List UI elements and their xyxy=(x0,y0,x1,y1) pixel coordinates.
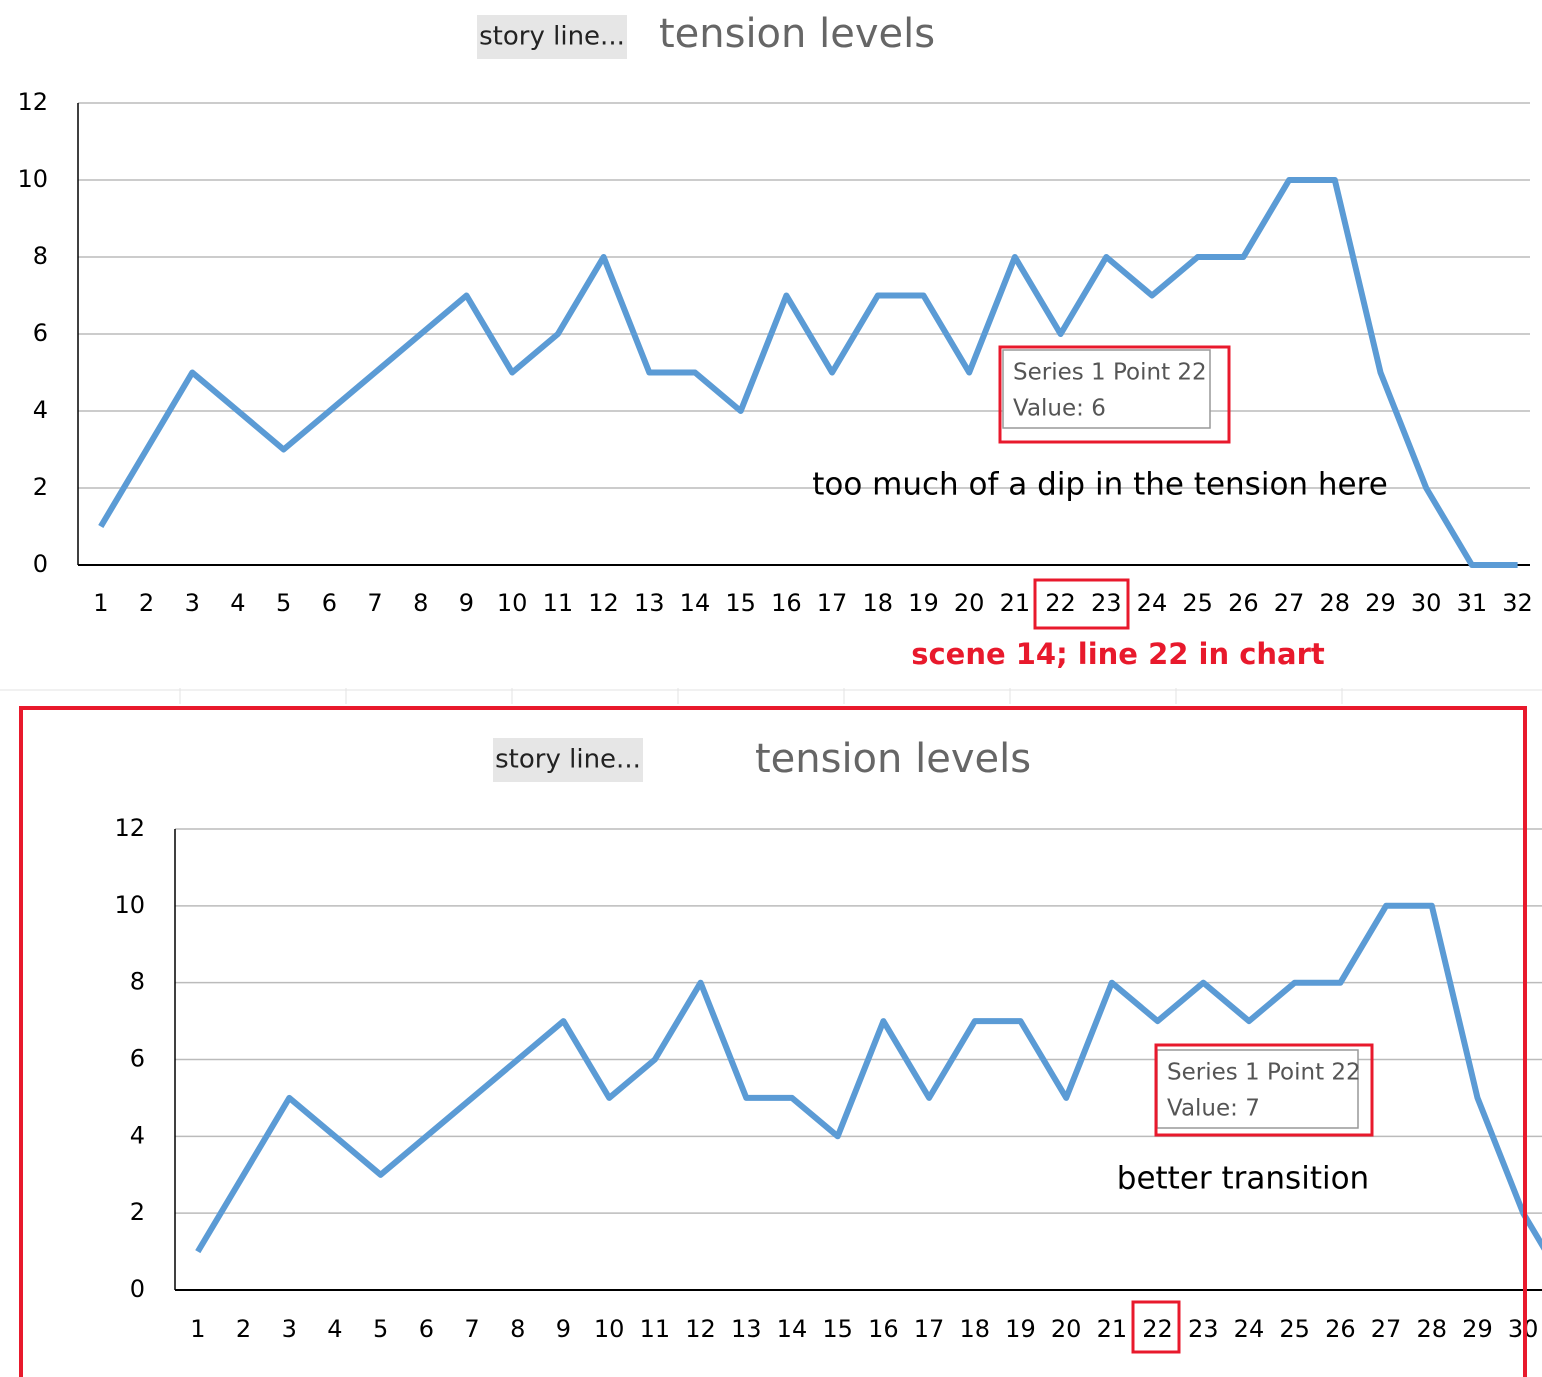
y-tick-label: 0 xyxy=(130,1275,145,1303)
y-tick-label: 10 xyxy=(114,891,145,919)
x-tick-label: 3 xyxy=(185,589,200,617)
x-tick-label: 31 xyxy=(1457,589,1488,617)
button-label: story line... xyxy=(479,22,625,52)
x-tick-label: 25 xyxy=(1279,1315,1310,1343)
x-tick-label: 8 xyxy=(413,589,428,617)
x-tick-label: 21 xyxy=(1097,1315,1128,1343)
y-tick-label: 2 xyxy=(130,1198,145,1226)
x-tick-label: 20 xyxy=(1051,1315,1082,1343)
button xyxy=(477,15,627,59)
x-tick-label: 32 xyxy=(1502,589,1533,617)
x-tick-label: 4 xyxy=(327,1315,342,1343)
x-tick-label: 30 xyxy=(1411,589,1442,617)
x-tick-label: 23 xyxy=(1091,589,1122,617)
x-tick-label: 17 xyxy=(817,589,848,617)
x-tick-label: 4 xyxy=(230,589,245,617)
x-tick-label: 22 xyxy=(1045,589,1076,617)
tooltip-title: Series 1 Point 22 xyxy=(1013,360,1207,386)
series-line xyxy=(98,177,1518,568)
x-tick-label: 15 xyxy=(725,589,756,617)
y-tick-label: 10 xyxy=(17,165,48,193)
x-tick-label: 26 xyxy=(1325,1315,1356,1343)
x-tick-label: 3 xyxy=(282,1315,297,1343)
x-tick-label: 10 xyxy=(594,1315,625,1343)
x-tick-label: 26 xyxy=(1228,589,1259,617)
x-tick-label: 24 xyxy=(1137,589,1168,617)
x-tick-label: 8 xyxy=(510,1315,525,1343)
x-tick-label: 6 xyxy=(419,1315,434,1343)
y-tick-label: 6 xyxy=(33,319,48,347)
chart-title: tension levels xyxy=(659,11,935,57)
frame xyxy=(19,706,1527,1377)
x-tick-label: 7 xyxy=(464,1315,479,1343)
x-tick-label: 27 xyxy=(1371,1315,1402,1343)
tooltip-text: Value: 6 xyxy=(1013,396,1106,422)
y-tick-label: 4 xyxy=(130,1121,145,1149)
y-tick-label: 0 xyxy=(33,550,48,578)
highlight-box xyxy=(1033,578,1130,630)
x-tick-label: 5 xyxy=(276,589,291,617)
x-tick-label: 7 xyxy=(367,589,382,617)
button-label: story line... xyxy=(495,745,641,775)
x-tick-label: 25 xyxy=(1182,589,1213,617)
x-tick-label: 10 xyxy=(497,589,528,617)
highlight-box xyxy=(998,345,1231,444)
x-tick-label: 29 xyxy=(1365,589,1396,617)
tooltip-title: Series 1 Point 22 xyxy=(1167,1060,1361,1086)
x-tick-label: 2 xyxy=(139,589,154,617)
x-tick-label: 9 xyxy=(556,1315,571,1343)
x-tick-label: 20 xyxy=(954,589,985,617)
y-tick-label: 8 xyxy=(130,968,145,996)
x-tick-label: 1 xyxy=(93,589,108,617)
y-tick-label: 4 xyxy=(33,396,48,424)
x-tick-label: 17 xyxy=(914,1315,945,1343)
x-tick-label: 19 xyxy=(1005,1315,1036,1343)
y-tick-label: 6 xyxy=(130,1045,145,1073)
highlight-box xyxy=(1131,1300,1181,1354)
x-tick-label: 12 xyxy=(685,1315,716,1343)
series-line xyxy=(195,902,1542,1254)
x-tick-label: 2 xyxy=(236,1315,251,1343)
x-tick-label: 14 xyxy=(680,589,711,617)
x-tick-label: 1 xyxy=(190,1315,205,1343)
x-tick-label: 19 xyxy=(908,589,939,617)
annotation: too much of a dip in the tension here xyxy=(812,467,1388,503)
x-tick-label: 14 xyxy=(777,1315,808,1343)
x-tick-label: 21 xyxy=(1000,589,1031,617)
x-tick-label: 15 xyxy=(822,1315,853,1343)
x-tick-label: 11 xyxy=(543,589,574,617)
chart-title: tension levels xyxy=(755,736,1031,782)
x-tick-label: 22 xyxy=(1142,1315,1173,1343)
y-tick-label: 12 xyxy=(17,88,48,116)
x-tick-label: 18 xyxy=(959,1315,990,1343)
x-tick-label: 28 xyxy=(1416,1315,1447,1343)
x-tick-label: 13 xyxy=(634,589,665,617)
x-tick-label: 29 xyxy=(1462,1315,1493,1343)
x-tick-label: 6 xyxy=(322,589,337,617)
x-tick-label: 5 xyxy=(373,1315,388,1343)
x-tick-label: 16 xyxy=(771,589,802,617)
y-tick-label: 8 xyxy=(33,242,48,270)
y-tick-label: 2 xyxy=(33,473,48,501)
y-tick-label: 12 xyxy=(114,814,145,842)
x-tick-label: 16 xyxy=(868,1315,899,1343)
x-tick-label: 11 xyxy=(640,1315,671,1343)
x-tick-label: 23 xyxy=(1188,1315,1219,1343)
highlight-box xyxy=(1154,1043,1374,1137)
x-tick-label: 18 xyxy=(862,589,893,617)
x-tick-label: 28 xyxy=(1319,589,1350,617)
x-tick-label: 27 xyxy=(1274,589,1305,617)
tooltip-text: Value: 7 xyxy=(1167,1096,1260,1122)
x-tick-label: 9 xyxy=(459,589,474,617)
tooltip xyxy=(1002,349,1211,429)
tooltip xyxy=(1156,1049,1359,1129)
x-tick-label: 24 xyxy=(1234,1315,1265,1343)
annotation: better transition xyxy=(1117,1161,1369,1197)
x-tick-label: 12 xyxy=(588,589,619,617)
x-tick-label: 13 xyxy=(731,1315,762,1343)
annotation: scene 14; line 22 in chart xyxy=(911,637,1325,671)
button xyxy=(493,738,643,782)
